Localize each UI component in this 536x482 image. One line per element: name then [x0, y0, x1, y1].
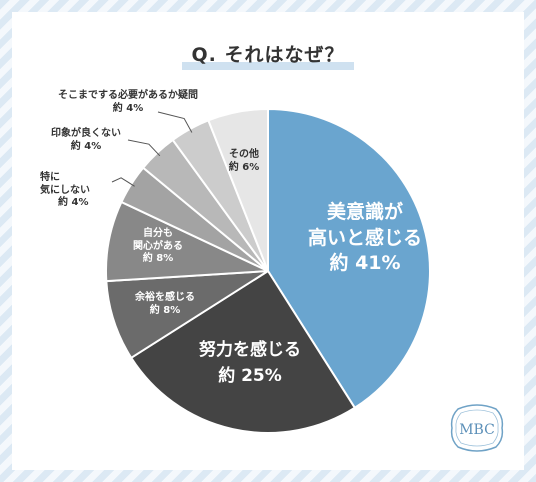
chart-title: Q. それはなぜ？: [191, 44, 345, 66]
slice-label-4b-line1: 印象が良くない: [51, 128, 121, 139]
slice-label-4a-line1: 特に: [40, 172, 60, 183]
leader-line-5: [127, 139, 161, 157]
slice-label-8a: 余裕を感じる 約 8%: [120, 292, 210, 317]
mbc-logo: MBC: [450, 404, 504, 452]
leader-line-6: [157, 111, 193, 133]
slice-value-8b: 約 8%: [142, 253, 174, 264]
slice-label-4b: 印象が良くない 約 4%: [36, 128, 136, 153]
slice-value-41: 約 41%: [329, 252, 401, 275]
slice-label-8b-line1: 自分も: [143, 228, 173, 239]
slice-label-4a-line2: 気にしない: [40, 184, 90, 196]
pie-slice-1: [129, 269, 357, 434]
slice-value-4a: 約 4%: [58, 197, 89, 208]
slice-label-41-line1: 美意識が: [326, 201, 403, 223]
slice-label-6: その他 約 6%: [214, 149, 274, 174]
slice-label-25-line1: 努力を感じる: [199, 340, 301, 360]
title-underline: [182, 62, 354, 70]
slice-label-8a-line1: 余裕を感じる: [135, 292, 195, 303]
slice-label-41: 美意識が 高いと感じる 約 41%: [300, 200, 430, 277]
slice-label-41-line2: 高いと感じる: [307, 226, 422, 249]
slice-value-8a: 約 8%: [149, 304, 181, 316]
mbc-logo-text: MBC: [459, 422, 495, 438]
slice-label-8b-line2: 関心がある: [133, 240, 183, 252]
slice-label-8b: 自分も 関心がある 約 8%: [118, 228, 198, 266]
slice-label-4c: そこまでする必要があるか疑問 約 4%: [48, 90, 208, 115]
slice-value-6: 約 6%: [228, 161, 260, 173]
slice-label-6-line1: その他: [229, 149, 259, 160]
slice-label-4c-line1: そこまでする必要があるか疑問: [58, 90, 198, 101]
pie-slice-7: [207, 107, 269, 272]
slice-value-4b: 約 4%: [70, 140, 102, 152]
mbc-logo-frame: [450, 404, 504, 452]
leader-line-4: [111, 177, 135, 187]
slice-value-25: 約 25%: [218, 365, 282, 386]
slice-value-4c: 約 4%: [112, 102, 144, 114]
slice-label-4a: 特に 気にしない 約 4%: [22, 172, 112, 210]
slice-label-25: 努力を感じる 約 25%: [180, 338, 320, 389]
